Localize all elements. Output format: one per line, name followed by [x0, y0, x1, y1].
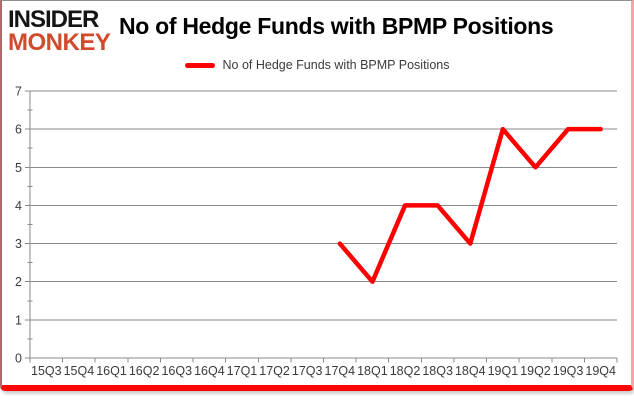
x-axis-tick-label: 17Q3	[292, 364, 323, 378]
y-axis-tick-label: 6	[15, 123, 22, 137]
x-axis-tick-label: 18Q2	[390, 364, 421, 378]
chart-card-frame	[0, 0, 634, 391]
chart-title: No of Hedge Funds with BPMP Positions	[119, 13, 554, 39]
x-axis-tick-label: 19Q2	[520, 364, 551, 378]
legend-label: No of Hedge Funds with BPMP Positions	[222, 58, 450, 72]
x-axis-tick-label: 19Q1	[488, 364, 519, 378]
y-axis-tick-label: 1	[15, 313, 22, 327]
x-axis-tick-label: 16Q2	[129, 364, 160, 378]
y-axis-tick-label: 0	[15, 352, 22, 366]
x-axis-tick-label: 15Q4	[64, 364, 95, 378]
insider-monkey-logo: INSIDER MONKEY	[8, 6, 111, 56]
legend-line-swatch	[184, 62, 215, 68]
chart-legend: No of Hedge Funds with BPMP Positions	[0, 58, 634, 72]
x-axis-tick-label: 17Q4	[325, 364, 356, 378]
x-axis-tick-label: 17Q2	[259, 364, 290, 378]
y-axis-tick-label: 5	[15, 161, 22, 175]
x-axis-tick-label: 18Q1	[357, 364, 388, 378]
logo-text-insider: INSIDER	[8, 6, 99, 33]
x-axis-tick-label: 19Q3	[553, 364, 584, 378]
x-axis-tick-label: 15Q3	[31, 364, 62, 378]
y-axis-tick-label: 7	[15, 85, 22, 99]
y-axis-tick-label: 3	[15, 237, 22, 251]
x-axis-tick-label: 17Q1	[227, 364, 258, 378]
x-axis-tick-label: 16Q4	[194, 364, 225, 378]
x-axis-tick-label: 18Q4	[455, 364, 486, 378]
x-axis-tick-label: 18Q3	[422, 364, 453, 378]
y-axis-tick-label: 4	[15, 199, 22, 213]
y-axis-tick-label: 2	[15, 275, 22, 289]
x-axis-tick-label: 16Q3	[161, 364, 192, 378]
x-axis-tick-label: 19Q4	[585, 364, 616, 378]
logo-text-monkey: MONKEY	[8, 29, 111, 56]
x-axis-tick-label: 16Q1	[96, 364, 127, 378]
data-series-line	[337, 126, 603, 284]
